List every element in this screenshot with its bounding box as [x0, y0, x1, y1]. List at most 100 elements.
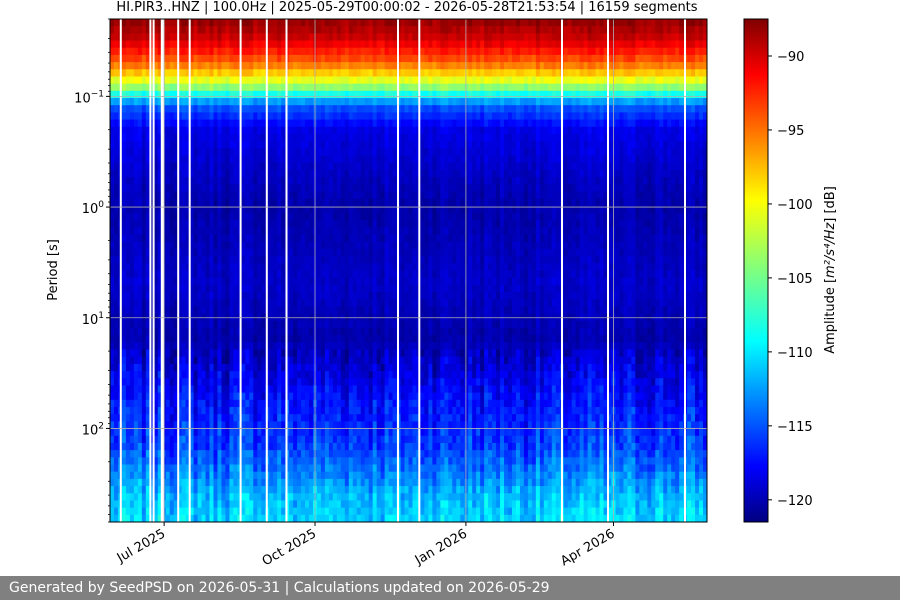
heatmap-cell [368, 227, 374, 236]
heatmap-cell [619, 148, 625, 157]
heatmap-cell [201, 248, 207, 257]
heatmap-cell [273, 141, 278, 149]
heatmap-cell [193, 62, 199, 70]
heatmap-cell [181, 177, 187, 185]
heatmap-cell [205, 98, 211, 106]
heatmap-cell [277, 256, 282, 264]
heatmap-cell [201, 241, 207, 250]
heatmap-cell [404, 26, 410, 34]
heatmap-cell [392, 19, 398, 27]
heatmap-cell [257, 241, 262, 250]
heatmap-cell [153, 76, 159, 85]
heatmap-cell [110, 33, 115, 42]
heatmap-cell [500, 62, 505, 70]
heatmap-cell [567, 47, 573, 56]
heatmap-cell [110, 83, 115, 92]
heatmap-cell [165, 256, 171, 264]
heatmap-cell [388, 105, 394, 114]
heatmap-cell [587, 198, 593, 207]
heatmap-cell [607, 47, 613, 56]
heatmap-cell [508, 90, 513, 99]
heatmap-cell [376, 205, 382, 214]
heatmap-cell [344, 234, 350, 243]
heatmap-cell [623, 162, 628, 171]
heatmap-cell [145, 69, 151, 78]
heatmap-cell [655, 234, 660, 243]
heatmap-cell [352, 184, 358, 193]
heatmap-cell [527, 54, 533, 63]
heatmap-cell [213, 184, 219, 193]
heatmap-cell [460, 191, 465, 200]
heatmap-cell [623, 69, 628, 78]
heatmap-cell [261, 47, 266, 56]
heatmap-cell [543, 26, 549, 34]
heatmap-cell [424, 105, 429, 114]
heatmap-cell [253, 141, 258, 149]
heatmap-cell [500, 119, 505, 128]
heatmap-cell [360, 40, 366, 49]
heatmap-cell [428, 248, 433, 257]
heatmap-cell [627, 198, 632, 207]
heatmap-cell [547, 177, 553, 185]
heatmap-cell [667, 162, 672, 171]
heatmap-cell [500, 112, 505, 121]
heatmap-cell [297, 98, 302, 106]
heatmap-cell [496, 126, 501, 135]
heatmap-cell [440, 205, 445, 214]
heatmap-cell [384, 90, 390, 99]
heatmap-cell [301, 76, 306, 85]
heatmap-cell [452, 198, 457, 207]
heatmap-cell [392, 90, 398, 99]
heatmap-cell [440, 19, 445, 27]
heatmap-cell [615, 76, 621, 85]
heatmap-cell [579, 69, 585, 78]
heatmap-cell [273, 234, 278, 243]
heatmap-cell [547, 234, 553, 243]
heatmap-cell [500, 69, 505, 78]
heatmap-cell [539, 54, 545, 63]
heatmap-cell [468, 227, 473, 236]
heatmap-cell [599, 220, 605, 228]
heatmap-cell [623, 19, 628, 27]
heatmap-cell [452, 69, 457, 78]
heatmap-cell [368, 76, 374, 85]
heatmap-cell [257, 191, 262, 200]
heatmap-cell [671, 177, 676, 185]
heatmap-cell [209, 54, 215, 63]
heatmap-cell [675, 198, 680, 207]
heatmap-cell [384, 19, 390, 27]
heatmap-cell [500, 227, 505, 236]
heatmap-cell [484, 184, 489, 193]
heatmap-cell [177, 40, 183, 49]
heatmap-cell [249, 241, 254, 250]
heatmap-cell [213, 133, 219, 142]
heatmap-cell [324, 105, 330, 114]
heatmap-cell [500, 198, 505, 207]
heatmap-cell [320, 83, 326, 92]
heatmap-cell [316, 177, 322, 185]
heatmap-cell [213, 47, 219, 56]
heatmap-cell [110, 256, 115, 264]
heatmap-cell [695, 213, 700, 221]
heatmap-cell [615, 177, 621, 185]
heatmap-cell [452, 141, 457, 149]
heatmap-cell [261, 241, 266, 250]
heatmap-cell [456, 141, 461, 149]
heatmap-cell [364, 162, 370, 171]
heatmap-cell [352, 177, 358, 185]
heatmap-cell [145, 98, 151, 106]
heatmap-cell [213, 26, 219, 34]
heatmap-cell [356, 205, 362, 214]
heatmap-cell [663, 69, 668, 78]
heatmap-cell [364, 227, 370, 236]
heatmap-cell [519, 126, 525, 135]
heatmap-cell [595, 162, 601, 171]
heatmap-cell [241, 198, 246, 207]
heatmap-cell [125, 90, 131, 99]
heatmap-cell [149, 248, 155, 257]
heatmap-cell [424, 133, 429, 142]
heatmap-cell [189, 54, 195, 63]
heatmap-cell [372, 33, 378, 42]
heatmap-cell [269, 112, 274, 121]
heatmap-cell [269, 248, 274, 257]
